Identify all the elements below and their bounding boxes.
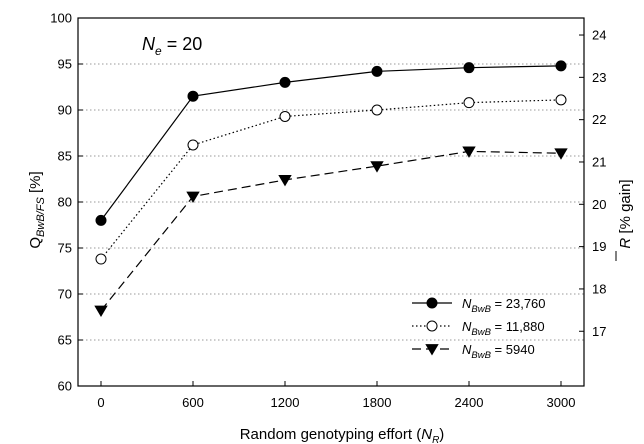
series-1-point bbox=[279, 76, 291, 88]
series-3 bbox=[94, 146, 568, 318]
axis-ticks: 6065707580859095100171819202122232425260… bbox=[50, 0, 606, 410]
y-left-tick-label: 70 bbox=[58, 287, 72, 302]
x-tick-label: 0 bbox=[97, 395, 104, 410]
y-left-tick-label: 100 bbox=[50, 11, 72, 26]
legend-label-value: = 11,880 bbox=[491, 319, 545, 334]
y-left-tick-label: 85 bbox=[58, 149, 72, 164]
series-1-point bbox=[95, 214, 107, 226]
series-layer bbox=[94, 60, 568, 318]
series-3-point bbox=[94, 305, 108, 318]
y-axis-right-title: R [% gain] bbox=[617, 179, 634, 248]
series-1-point bbox=[555, 60, 567, 72]
legend-label: NBwB = 11,880 bbox=[462, 319, 545, 338]
y-left-tick-label: 75 bbox=[58, 241, 72, 256]
y-left-tick-label: 80 bbox=[58, 195, 72, 210]
y-axis-right-title-group: R [% gain] bbox=[615, 179, 634, 261]
y-left-tick-label: 95 bbox=[58, 57, 72, 72]
series-1-point bbox=[463, 62, 475, 74]
series-1-line bbox=[100, 65, 562, 221]
series-1-point bbox=[187, 90, 199, 102]
legend-label-sub: BwB bbox=[471, 350, 491, 361]
legend-label-var: N bbox=[462, 319, 472, 334]
legend-label-value: = 5940 bbox=[491, 342, 535, 357]
grid-lines bbox=[78, 63, 584, 341]
series-1-point bbox=[371, 65, 383, 77]
series-2-point bbox=[95, 253, 107, 265]
legend-marker bbox=[425, 344, 439, 356]
y-axis-left-title: QBwB/FS [%] bbox=[27, 171, 47, 248]
y-right-tick-label: 23 bbox=[592, 70, 606, 85]
y-left-tick-label: 65 bbox=[58, 333, 72, 348]
legend-label-var: N bbox=[462, 342, 472, 357]
series-2-point bbox=[555, 94, 567, 106]
legend-label-sub: BwB bbox=[471, 327, 491, 338]
series-3-line bbox=[100, 150, 562, 311]
legend-label-value: = 23,760 bbox=[491, 296, 546, 311]
series-2 bbox=[95, 94, 567, 265]
x-axis-title: Random genotyping effort (NR) bbox=[240, 426, 445, 444]
x-tick-label: 2400 bbox=[455, 395, 484, 410]
series-1 bbox=[95, 60, 567, 226]
series-2-point bbox=[371, 104, 383, 116]
x-tick-label: 600 bbox=[182, 395, 204, 410]
series-3-point bbox=[554, 148, 568, 160]
series-3-point bbox=[370, 161, 384, 173]
legend-label-var: N bbox=[462, 296, 472, 311]
legend-label-sub: BwB bbox=[471, 304, 491, 315]
x-tick-label: 1800 bbox=[363, 395, 392, 410]
legend-entry-3: NBwB = 5940 bbox=[412, 342, 535, 361]
panel-label: Ne = 20 bbox=[142, 34, 202, 58]
series-3-point bbox=[462, 146, 476, 158]
x-tick-label: 3000 bbox=[547, 395, 576, 410]
y-left-tick-label: 90 bbox=[58, 103, 72, 118]
legend-entry-2: NBwB = 11,880 bbox=[412, 319, 545, 338]
series-2-line bbox=[100, 99, 562, 260]
y-right-tick-label: 17 bbox=[592, 324, 606, 339]
legend-entry-1: NBwB = 23,760 bbox=[412, 296, 546, 315]
y-left-tick-label: 60 bbox=[58, 379, 72, 394]
y-right-tick-label: 19 bbox=[592, 239, 606, 254]
legend-label: NBwB = 23,760 bbox=[462, 296, 546, 315]
x-tick-label: 1200 bbox=[271, 395, 300, 410]
series-2-point bbox=[279, 110, 291, 122]
series-2-point bbox=[187, 139, 199, 151]
series-3-point bbox=[278, 175, 292, 187]
y-right-tick-label: 18 bbox=[592, 281, 606, 296]
legend-marker bbox=[426, 320, 438, 332]
y-right-tick-label: 20 bbox=[592, 197, 606, 212]
y-right-tick-label: 21 bbox=[592, 154, 606, 169]
series-2-point bbox=[463, 97, 475, 109]
legend-label: NBwB = 5940 bbox=[462, 342, 535, 361]
series-3-point bbox=[186, 191, 200, 203]
y-right-tick-label: 22 bbox=[592, 112, 606, 127]
y-right-tick-label: 24 bbox=[592, 28, 606, 43]
legend-marker bbox=[426, 297, 438, 309]
